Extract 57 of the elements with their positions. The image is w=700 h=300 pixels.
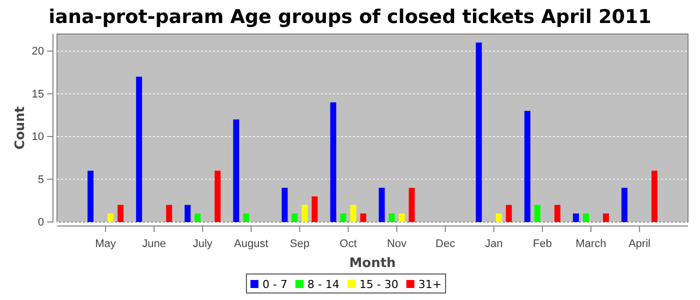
x-tick-label: August: [234, 238, 268, 250]
bar: [554, 204, 560, 222]
x-tick-label: June: [142, 238, 166, 250]
y-tick-label: 10: [32, 131, 44, 144]
x-tick-label: Jan: [484, 238, 503, 250]
bar: [136, 76, 142, 222]
bar: [360, 213, 366, 222]
y-tick-label: 5: [38, 174, 44, 186]
bar: [398, 213, 405, 222]
x-tick-label: Feb: [532, 238, 552, 250]
x-tick-label: April: [628, 238, 650, 250]
y-tick-label: 15: [32, 88, 44, 100]
bar: [476, 42, 482, 222]
x-tick-label: Sep: [290, 238, 310, 250]
x-tick-label: March: [576, 238, 606, 250]
bar: [214, 170, 221, 222]
legend-label: 8 - 14: [307, 278, 340, 291]
bar: [243, 213, 250, 222]
bar: [621, 188, 628, 222]
bar: [233, 119, 240, 222]
y-axis-title: Count: [13, 106, 28, 150]
x-axis-title: Month: [349, 256, 396, 271]
bar: [524, 110, 530, 222]
bar: [350, 204, 356, 222]
x-tick-label: May: [95, 238, 116, 250]
chart-title: iana-prot-param Age groups of closed tickets April 2011: [48, 6, 652, 28]
bar: [572, 213, 579, 222]
bar: [506, 204, 512, 222]
y-tick-label: 0: [38, 216, 44, 229]
bar: [118, 204, 124, 222]
legend-label: 31+: [418, 278, 442, 291]
bar: [302, 204, 308, 222]
bar: [378, 188, 385, 222]
bar: [340, 213, 346, 222]
bar: [312, 196, 318, 222]
bar: [388, 213, 395, 222]
x-tick-label: July: [192, 238, 213, 250]
bar: [282, 188, 288, 222]
legend-label: 0 - 7: [262, 278, 288, 291]
bar: [194, 213, 201, 222]
bar: [496, 213, 502, 222]
bar: [651, 170, 658, 222]
x-tick-label: Oct: [340, 238, 357, 250]
x-tick-label: Dec: [436, 238, 456, 250]
bar: [582, 213, 589, 222]
bar: [108, 213, 114, 222]
bar: [88, 170, 94, 222]
bar: [330, 102, 336, 222]
bar: [602, 213, 609, 222]
legend-label: 15 - 30: [359, 278, 398, 291]
x-tick-label: Nov: [386, 238, 408, 250]
bar: [184, 204, 191, 222]
bar: [166, 204, 172, 222]
bar: [534, 204, 540, 222]
bar: [408, 188, 415, 222]
bar: [292, 213, 298, 222]
y-tick-label: 20: [32, 46, 44, 58]
